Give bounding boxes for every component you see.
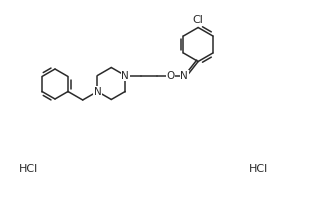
Text: N: N [94,86,101,97]
Text: Cl: Cl [193,15,203,24]
Text: N: N [121,71,129,81]
Text: HCl: HCl [248,164,268,174]
Text: N: N [180,71,188,81]
Text: O: O [166,71,174,81]
Text: HCl: HCl [18,164,37,174]
